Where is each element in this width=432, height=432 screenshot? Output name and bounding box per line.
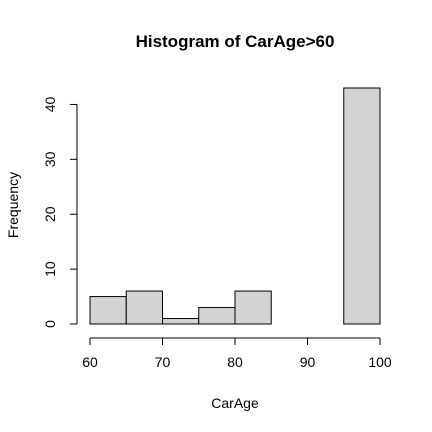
y-axis-label: Frequency bbox=[5, 172, 21, 238]
x-tick-label-80: 80 bbox=[227, 354, 243, 370]
x-tick-label-60: 60 bbox=[82, 354, 98, 370]
bars-group bbox=[89, 87, 381, 325]
x-tick-label-90: 90 bbox=[300, 354, 316, 370]
x-axis-label: CarAge bbox=[211, 395, 259, 411]
x-axis: 60 70 80 90 100 bbox=[82, 337, 392, 370]
histogram-bar-75-80 bbox=[198, 307, 236, 325]
histogram-bar-65-70 bbox=[125, 290, 163, 325]
chart-title: Histogram of CarAge>60 bbox=[136, 32, 335, 51]
y-tick-label-0: 0 bbox=[42, 320, 58, 328]
histogram-bar-95-100 bbox=[343, 87, 381, 325]
y-tick-label-40: 40 bbox=[42, 96, 58, 112]
histogram-bar-70-75 bbox=[162, 318, 200, 325]
y-axis: 0 10 20 30 40 bbox=[42, 96, 78, 328]
x-tick-label-100: 100 bbox=[368, 354, 392, 370]
x-tick-label-70: 70 bbox=[155, 354, 171, 370]
histogram-bar-80-85 bbox=[234, 290, 272, 325]
histogram-bar-60-65 bbox=[89, 296, 127, 325]
y-tick-label-30: 30 bbox=[42, 151, 58, 167]
y-tick-label-10: 10 bbox=[42, 261, 58, 277]
y-tick-label-20: 20 bbox=[42, 206, 58, 222]
